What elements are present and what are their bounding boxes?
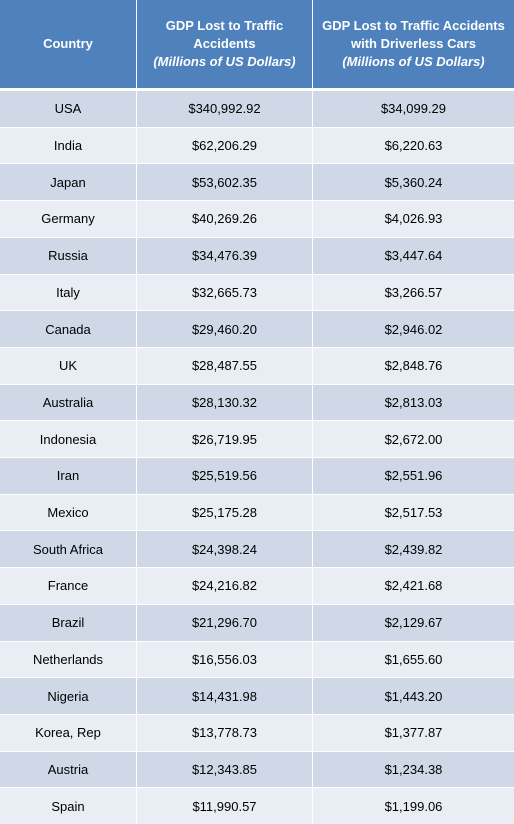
value-cell: $3,447.64 [313,237,514,274]
header-cell: GDP Lost to Traffic Accidents with Drive… [313,0,514,90]
value-cell: $53,602.35 [137,164,312,201]
country-cell: Italy [0,274,136,311]
header-title: GDP Lost to Traffic Accidents with Drive… [322,18,505,51]
value-cell: $28,487.55 [137,347,312,384]
country-cell: Iran [0,458,136,494]
value-cell: $25,519.56 [137,458,312,494]
value-cell: $28,130.32 [137,384,312,421]
value-cell: $2,946.02 [313,311,514,347]
header-cell: GDP Lost to Traffic Accidents (Millions o… [137,0,312,90]
country-cell: Nigeria [0,678,136,714]
header-unit: (Millions of US Dollars) [342,54,485,69]
country-cell: Australia [0,384,136,421]
country-cell: Russia [0,237,136,274]
value-cell: $1,234.38 [313,751,514,788]
value-cell: $1,443.20 [313,678,514,714]
country-cell: Netherlands [0,641,136,678]
value-cell: $6,220.63 [313,127,514,164]
value-cell: $16,556.03 [137,641,312,678]
value-cell: $1,199.06 [313,788,514,824]
value-cell: $1,377.87 [313,714,514,751]
value-cell: $4,026.93 [313,201,514,237]
country-cell: Japan [0,164,136,201]
value-cell: $2,551.96 [313,458,514,494]
country-cell: Mexico [0,494,136,531]
value-cell: $14,431.98 [137,678,312,714]
value-cell: $11,990.57 [137,788,312,824]
country-cell: India [0,127,136,164]
value-cell: $2,813.03 [313,384,514,421]
country-cell: Korea, Rep [0,714,136,751]
country-cell: Canada [0,311,136,347]
value-cell: $3,266.57 [313,274,514,311]
value-cell: $34,476.39 [137,237,312,274]
value-cell: $21,296.70 [137,604,312,641]
header-title: GDP Lost to Traffic Accidents [165,18,284,51]
value-cell: $2,848.76 [313,347,514,384]
country-cell: Austria [0,751,136,788]
value-cell: $2,439.82 [313,531,514,568]
value-cell: $24,216.82 [137,568,312,604]
value-cell: $2,129.67 [313,604,514,641]
value-cell: $24,398.24 [137,531,312,568]
header-cell: Country [0,0,136,90]
value-cell: $2,517.53 [313,494,514,531]
value-cell: $5,360.24 [313,164,514,201]
country-cell: Indonesia [0,421,136,457]
value-cell: $34,099.29 [313,91,514,127]
value-cell: $2,421.68 [313,568,514,604]
country-cell: South Africa [0,531,136,568]
header-unit: (Millions of US Dollars) [153,54,296,69]
value-cell: $32,665.73 [137,274,312,311]
value-cell: $26,719.95 [137,421,312,457]
header-title: Country [43,36,93,51]
value-cell: $13,778.73 [137,714,312,751]
country-cell: USA [0,91,136,127]
value-cell: $40,269.26 [137,201,312,237]
value-cell: $340,992.92 [137,91,312,127]
value-cell: $1,655.60 [313,641,514,678]
value-cell: $25,175.28 [137,494,312,531]
country-cell: Germany [0,201,136,237]
country-cell: France [0,568,136,604]
country-cell: Brazil [0,604,136,641]
value-cell: $62,206.29 [137,127,312,164]
value-cell: $2,672.00 [313,421,514,457]
country-cell: UK [0,347,136,384]
value-cell: $29,460.20 [137,311,312,347]
country-cell: Spain [0,788,136,824]
value-cell: $12,343.85 [137,751,312,788]
